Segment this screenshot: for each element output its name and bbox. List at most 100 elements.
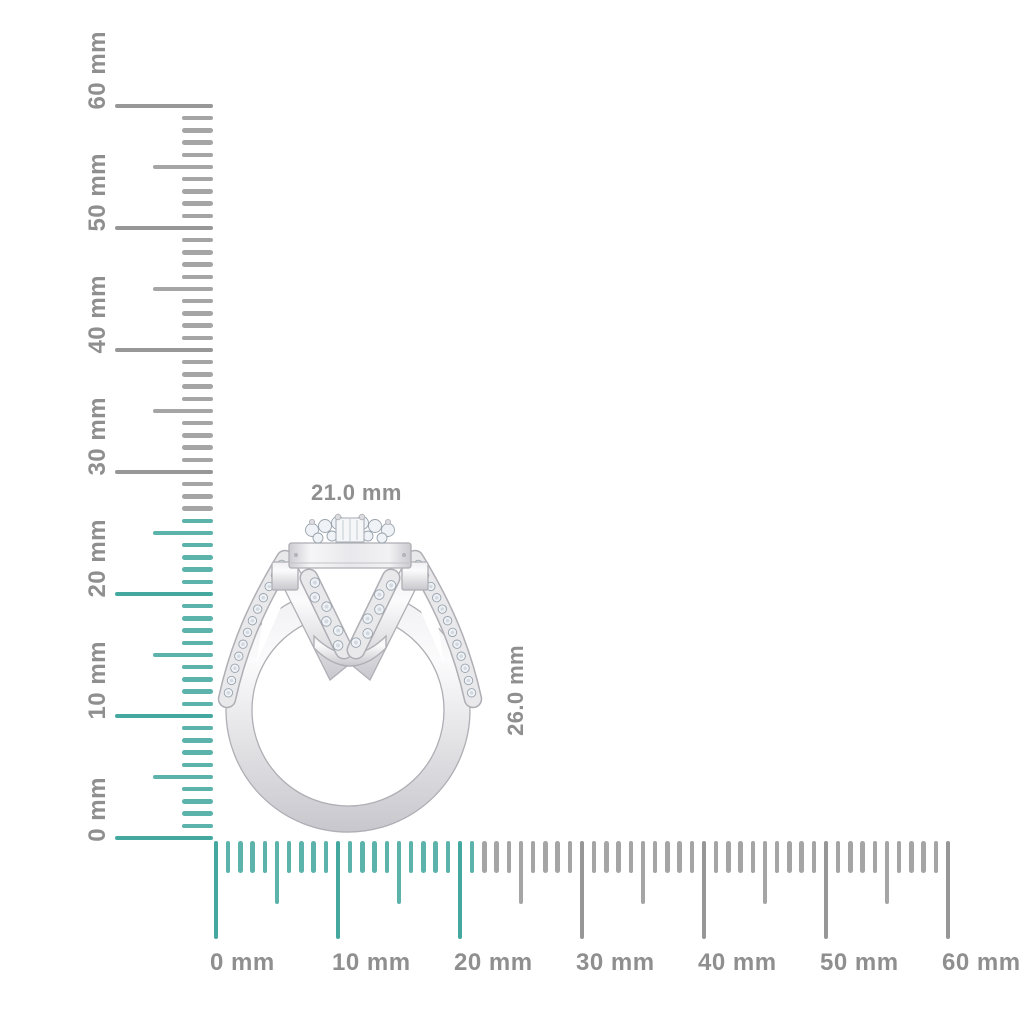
ruler-label: 10 mm xyxy=(84,641,111,720)
ruler-tick xyxy=(909,841,914,873)
ruler-tick xyxy=(182,457,213,463)
ruler-tick xyxy=(408,841,414,873)
ruler-tick xyxy=(579,841,585,939)
ruler-tick xyxy=(604,841,609,873)
center-stone-cluster xyxy=(305,513,395,544)
ruler-tick xyxy=(640,841,646,904)
ruler-tick xyxy=(182,115,213,121)
pave-diamond-facet xyxy=(267,584,272,589)
pave-diamond-facet xyxy=(324,604,329,609)
pave-strip-inner-left xyxy=(299,568,354,660)
ruler-tick xyxy=(713,841,719,873)
ruler-tick xyxy=(750,841,756,873)
ruler-tick xyxy=(299,841,304,873)
ruler-tick xyxy=(115,835,213,841)
ruler-tick xyxy=(115,469,213,475)
ruler-tick xyxy=(665,841,670,873)
ruler-tick xyxy=(182,433,213,438)
halo-bar xyxy=(288,542,412,569)
ruler-tick xyxy=(884,841,890,904)
prong xyxy=(358,513,366,521)
pave-diamond-facet xyxy=(261,595,266,600)
ruler-tick xyxy=(250,841,255,873)
pave-diamond-facet xyxy=(466,678,471,683)
ruler-tick xyxy=(323,841,329,873)
ruler-tick xyxy=(153,408,213,414)
ruler-tick xyxy=(182,616,213,621)
ruler-tick xyxy=(182,396,213,402)
ruler-tick xyxy=(433,841,438,873)
ruler-tick xyxy=(182,359,213,365)
ruler-label: 60 mm xyxy=(84,31,111,110)
ruler-tick xyxy=(182,201,213,206)
pave-diamond-facet xyxy=(336,628,341,633)
ruler-tick xyxy=(262,841,268,873)
ruler-tick xyxy=(182,506,213,511)
ruler-label: 40 mm xyxy=(698,949,777,976)
ruler-label: 30 mm xyxy=(576,949,655,976)
ruler-tick xyxy=(182,335,213,341)
ring-width-label: 21.0 mm xyxy=(311,480,402,505)
pave-diamond-facet xyxy=(312,580,317,585)
ruler-tick xyxy=(469,841,475,873)
ruler-tick xyxy=(738,841,743,873)
ruler-tick xyxy=(482,841,487,873)
ruler-tick xyxy=(115,591,213,597)
ruler-tick xyxy=(182,640,213,646)
ruler-tick xyxy=(115,347,213,353)
ruler-tick xyxy=(115,225,213,231)
ruler-tick xyxy=(628,841,634,873)
ruler-tick xyxy=(689,841,695,873)
ruler-tick xyxy=(182,262,213,267)
ruler-tick xyxy=(182,603,213,609)
ruler-tick xyxy=(274,841,280,904)
ruler-tick xyxy=(518,841,524,904)
prong xyxy=(384,519,391,526)
ruler-tick xyxy=(238,841,243,873)
pave-diamond-facet xyxy=(241,642,245,646)
ring-split-gap-right xyxy=(415,584,444,664)
pave-diamond-facet xyxy=(226,691,231,695)
ruler-tick xyxy=(182,298,213,304)
ruler-label: 20 mm xyxy=(454,949,533,976)
ruler-label: 40 mm xyxy=(84,275,111,354)
ruler-tick xyxy=(396,841,402,904)
ring-head xyxy=(271,542,429,591)
ruler-tick xyxy=(182,176,213,182)
ruler-tick xyxy=(182,189,213,194)
halo-tab-right xyxy=(401,561,429,591)
ruler-tick xyxy=(182,738,213,743)
ruler-tick xyxy=(530,841,536,873)
pave-diamond-facet xyxy=(469,691,474,695)
ruler-tick xyxy=(182,567,213,572)
pave-diamond-facet xyxy=(434,595,439,600)
ruler-tick xyxy=(360,841,365,873)
ruler-tick xyxy=(182,323,213,328)
ruler-tick xyxy=(182,725,213,731)
pave-diamond-facet xyxy=(365,631,370,636)
ruler-label: 50 mm xyxy=(820,949,899,976)
ruler-tick xyxy=(213,841,219,939)
pave-strip-inner-right xyxy=(346,568,401,660)
ruler-tick xyxy=(182,664,213,670)
prong xyxy=(334,513,342,521)
pave-diamond-facet xyxy=(245,630,250,635)
ruler-tick xyxy=(799,841,804,873)
ruler-tick xyxy=(567,841,573,873)
ruler-tick xyxy=(384,841,390,873)
ruler-tick xyxy=(182,250,213,255)
ruler-tick xyxy=(182,823,213,829)
ruler-tick xyxy=(153,774,213,780)
ruler-tick xyxy=(933,841,939,873)
ruler-tick xyxy=(848,841,853,873)
ruler-tick xyxy=(823,841,829,939)
ruler-tick xyxy=(182,128,213,133)
pave-diamond-facet xyxy=(377,592,382,597)
ruler-tick xyxy=(421,841,426,873)
ruler-label: 0 mm xyxy=(84,777,111,842)
ruler-tick xyxy=(182,750,213,755)
ruler-tick xyxy=(372,841,377,873)
ruler-tick xyxy=(182,786,213,792)
pave-diamond-facet xyxy=(324,619,329,624)
